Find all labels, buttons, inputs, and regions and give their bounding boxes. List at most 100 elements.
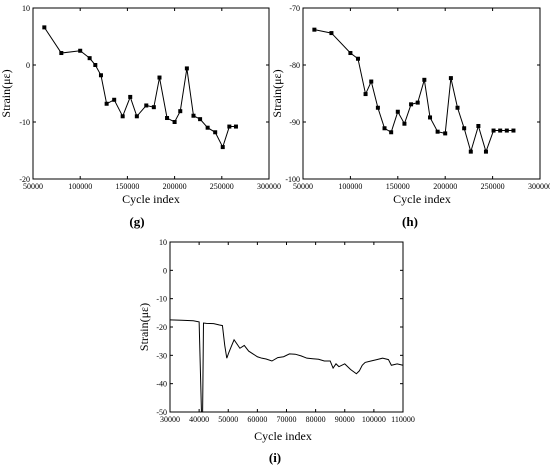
data-point-h-21 [476,123,481,128]
data-point-g-19 [198,117,203,122]
panel-label-i: (i) [269,450,281,465]
data-point-h-6 [375,105,380,110]
plot-frame-h [302,7,541,180]
data-point-g-21 [213,130,218,135]
x-tick-label-g-2: 150000 [115,182,139,191]
data-point-h-5 [369,79,374,84]
x-tick-label-g-1: 100000 [68,182,92,191]
data-point-h-11 [409,102,414,107]
x-tick-label-h-3: 200000 [433,182,457,191]
data-point-g-1 [59,51,64,56]
y-axis-label-i: Strain(με) [137,303,151,351]
x-tick-label-g-5: 300000 [257,182,281,191]
data-point-g-10 [134,114,139,119]
x-tick-label-i-6: 90000 [335,415,355,424]
data-point-g-8 [120,114,125,119]
data-point-h-22 [483,149,488,154]
x-tick-label-i-0: 30000 [160,415,180,424]
x-ticks-h: 50000 100000 150000 200000 250000 300000 [293,8,550,191]
x-axis-label-h: Cycle index [393,192,451,206]
data-point-h-8 [389,130,394,135]
x-tick-label-i-5: 80000 [306,415,326,424]
data-point-h-2 [348,51,353,56]
data-point-h-26 [511,128,516,133]
x-tick-label-h-4: 250000 [481,182,505,191]
series-g [42,25,238,150]
data-point-g-13 [157,75,162,80]
data-point-h-19 [462,126,467,131]
data-point-h-1 [329,31,334,36]
data-point-h-18 [455,105,460,110]
data-point-h-15 [435,129,440,134]
x-tick-label-h-0: 50000 [293,182,313,191]
data-point-g-14 [165,116,170,121]
x-tick-label-g-4: 250000 [210,182,234,191]
y-tick-label-g-3: 10 [22,4,30,13]
data-point-h-20 [468,149,473,154]
y-tick-label-g-0: -20 [19,175,30,184]
series-h [312,27,516,154]
data-point-h-9 [395,109,400,114]
y-axis-label-g: Strain(με) [0,69,13,117]
x-tick-label-i-8: 110000 [391,415,415,424]
series-line-h [314,29,514,154]
data-point-h-7 [382,126,387,131]
y-tick-label-h-0: -100 [285,175,300,184]
data-point-h-24 [498,128,503,133]
data-point-h-12 [415,100,420,105]
y-tick-label-g-2: 0 [26,61,30,70]
series-line-i [169,319,404,413]
data-point-g-11 [144,103,149,108]
x-ticks-g: 50000 100000 150000 200000 250000 300000 [23,8,281,191]
y-tick-label-i-1: -40 [156,380,167,389]
x-tick-label-h-2: 150000 [386,182,410,191]
data-point-g-15 [172,120,177,124]
data-point-g-16 [178,109,183,114]
y-tick-label-i-2: -30 [156,351,167,360]
x-tick-label-i-1: 40000 [189,415,209,424]
chart-g: 50000 100000 150000 200000 250000 300000 -20-… [0,4,281,229]
data-point-g-23 [227,124,232,129]
data-point-g-18 [191,113,196,118]
data-point-g-3 [87,56,92,61]
panel-label-g: (g) [129,214,144,229]
data-point-h-25 [504,128,509,133]
y-tick-label-i-0: -50 [156,408,167,417]
series-i [169,319,404,413]
data-point-g-9 [128,94,133,99]
x-tick-label-g-3: 200000 [163,182,187,191]
x-tick-label-i-7: 100000 [362,415,386,424]
data-point-h-4 [363,92,368,97]
data-point-h-14 [428,115,433,120]
data-point-g-6 [104,101,109,106]
y-ticks-i: -50 -40 -30 -20 -10 0 10 [156,238,403,417]
panel-label-h: (h) [402,214,418,229]
y-axis-label-h: Strain(με) [270,69,284,117]
data-point-h-0 [312,27,317,32]
y-tick-label-i-6: 10 [159,238,167,247]
y-ticks-h: -100 -90 -80 -70 [285,4,540,184]
chart-h: 50000 100000 150000 200000 250000 300000 -100… [270,4,550,229]
chart-i: 30000 40000 50000 60000 70000 80000 90000 10000… [137,238,415,465]
data-point-g-7 [112,97,117,102]
data-point-g-4 [93,63,98,67]
y-tick-label-h-2: -80 [289,61,300,70]
plot-frame-i [169,241,404,413]
data-point-g-0 [42,25,47,30]
x-axis-label-i: Cycle index [254,429,312,443]
x-axis-label-g: Cycle index [122,192,180,206]
y-tick-label-h-3: -70 [289,4,300,13]
y-tick-label-g-1: -10 [19,118,30,127]
plot-frame-g [32,7,270,180]
x-tick-label-h-5: 300000 [528,182,550,191]
y-ticks-g: -20 -10 0 10 [19,4,269,184]
x-tick-label-i-4: 70000 [277,415,297,424]
data-point-h-10 [402,121,407,126]
data-point-g-22 [220,145,225,150]
data-point-h-3 [355,56,360,61]
y-tick-label-i-3: -20 [156,323,167,332]
data-point-g-20 [205,125,210,130]
y-tick-label-i-5: 0 [163,266,167,275]
y-tick-label-i-4: -10 [156,295,167,304]
data-point-g-24 [233,124,238,129]
